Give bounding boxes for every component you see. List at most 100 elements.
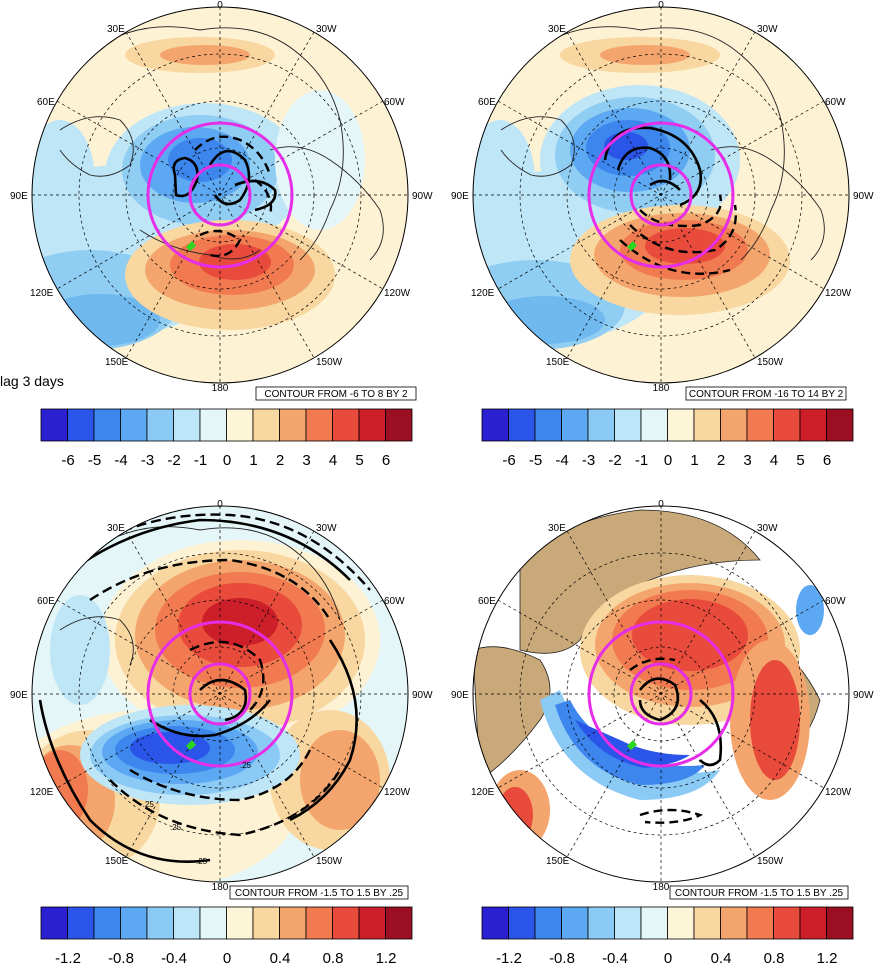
colorbar-swatch [305, 906, 333, 940]
colorbar-tick-label: -0.4 [602, 950, 628, 964]
colorbar-tick-label: -1.2 [55, 950, 81, 964]
colorbar-swatch [146, 906, 174, 940]
colorbar-swatch [508, 408, 536, 442]
contour-info-a: CONTOUR FROM -6 TO 8 BY 2 [264, 389, 408, 400]
colorbar-swatch [40, 408, 68, 442]
colorbar-swatch [173, 408, 201, 442]
lon-label-30e: 30E [548, 24, 566, 35]
colorbar-tick-label: -1.2 [496, 950, 522, 964]
colorbar-swatch [640, 408, 668, 442]
colorbar-tick-label: -6 [502, 452, 515, 469]
colorbar-tick-label: 6 [382, 452, 390, 469]
lon-label-60w: 60W [825, 596, 846, 607]
colorbar-swatch [640, 906, 668, 940]
colorbar-swatch [614, 408, 642, 442]
green-site-marker [627, 740, 637, 750]
colorbar-swatch [773, 906, 801, 940]
colorbar-tick-label: 3 [302, 452, 310, 469]
lon-label-30e: 30E [107, 24, 125, 35]
lon-label-top: 0 [217, 0, 223, 11]
colorbar-swatch [146, 408, 174, 442]
lon-label-bottom: 180 [212, 383, 229, 394]
colorbar-tick-label: -2 [167, 452, 180, 469]
colorbar-swatch [173, 906, 201, 940]
colorbar-swatch [120, 408, 148, 442]
longitude-labels: 0 180 30E 30W 60E 60W 90E 90W 120E 120W … [10, 0, 433, 394]
colorbar-swatch [614, 906, 642, 940]
green-site-marker [186, 241, 196, 251]
contour-line-labels: .25 .25 .25 -.25 [140, 761, 252, 866]
colorbar-swatch [385, 408, 413, 442]
colorbar-swatch [67, 408, 95, 442]
map-panel-d: 0 180 30E 30W 60E 60W 90E 90W 120E 120W … [451, 499, 874, 964]
lon-label-120w: 120W [825, 787, 852, 798]
lon-label-120w: 120W [384, 288, 411, 299]
lon-label-120w: 120W [825, 288, 852, 299]
lon-label-150w: 150W [757, 357, 784, 368]
colorbar-swatch [332, 408, 360, 442]
contour-label: .25 [170, 823, 182, 832]
colorbar-tick-label: 0.4 [270, 950, 291, 964]
green-site-marker [186, 740, 196, 750]
map-panel-b: 0 180 30E 30W 60E 60W 90E 90W 120E 120W … [451, 0, 874, 469]
colorbar-tick-label: 4 [329, 452, 337, 469]
lon-label-30w: 30W [757, 523, 778, 534]
colorbar-swatch [279, 906, 307, 940]
lon-label-120e: 120E [471, 288, 495, 299]
colorbar-tick-label: 3 [743, 452, 751, 469]
lon-label-150e: 150E [546, 856, 570, 867]
lon-label-120e: 120E [30, 288, 54, 299]
colorbar-swatch [67, 906, 95, 940]
lon-label-90e: 90E [451, 191, 469, 202]
colorbar-swatch [773, 408, 801, 442]
colorbar-tick-label: 1 [690, 452, 698, 469]
colorbar-swatch [667, 906, 695, 940]
colorbar-tick-label: 0.4 [711, 950, 732, 964]
longitude-labels: 0 180 30E 30W 60E 60W 90E 90W 120E 120W … [451, 0, 874, 394]
colorbar-swatch [534, 906, 562, 940]
lon-label-30e: 30E [107, 523, 125, 534]
colorbar-tick-label: 1.2 [817, 950, 838, 964]
lon-label-bottom: 180 [653, 383, 670, 394]
colorbar-tick-label: -0.8 [108, 950, 134, 964]
colorbar-swatch [40, 906, 68, 940]
colorbar-tick-label: -5 [88, 452, 101, 469]
longitude-labels: 0 180 30E 30W 60E 60W 90E 90W 120E 120W … [10, 499, 433, 893]
lon-label-top: 0 [658, 499, 664, 510]
lon-label-30e: 30E [548, 523, 566, 534]
lon-label-150w: 150W [757, 856, 784, 867]
lon-label-90e: 90E [10, 191, 28, 202]
lon-label-90w: 90W [412, 191, 433, 202]
colorbar-tick-label: 4 [770, 452, 778, 469]
lon-label-120w: 120W [384, 787, 411, 798]
colorbar-tick-label: -2 [608, 452, 621, 469]
lon-label-60w: 60W [825, 97, 846, 108]
lon-label-30w: 30W [316, 24, 337, 35]
colorbar-swatch [279, 408, 307, 442]
colorbar-swatch [720, 408, 748, 442]
colorbar-swatch [93, 906, 121, 940]
colorbar-tick-label: 6 [823, 452, 831, 469]
lon-label-60e: 60E [478, 596, 496, 607]
colorbar-swatch [693, 906, 721, 940]
lon-label-90e: 90E [451, 690, 469, 701]
colorbar-swatch [199, 906, 227, 940]
colorbar-swatch [252, 906, 280, 940]
lon-label-top: 0 [658, 0, 664, 11]
colorbar-tick-label: -6 [61, 452, 74, 469]
lon-label-120e: 120E [471, 787, 495, 798]
colorbar-a: -6 -5 -4 -3 -2 -1 0 1 2 3 4 5 6 [40, 408, 413, 469]
lon-label-90e: 90E [10, 690, 28, 701]
lon-label-150e: 150E [105, 357, 129, 368]
lon-label-90w: 90W [853, 191, 874, 202]
colorbar-tick-label: 2 [717, 452, 725, 469]
colorbar-tick-label: -1 [635, 452, 648, 469]
colorbar-swatch [332, 906, 360, 940]
colorbar-swatch [481, 906, 509, 940]
colorbar-c: -1.2 -0.8 -0.4 0 0.4 0.8 1.2 [40, 906, 413, 964]
contour-label: .25 [196, 857, 208, 866]
colorbar-tick-label: -4 [555, 452, 568, 469]
colorbar-tick-label: 1 [249, 452, 257, 469]
colorbar-tick-label: 1.2 [376, 950, 397, 964]
